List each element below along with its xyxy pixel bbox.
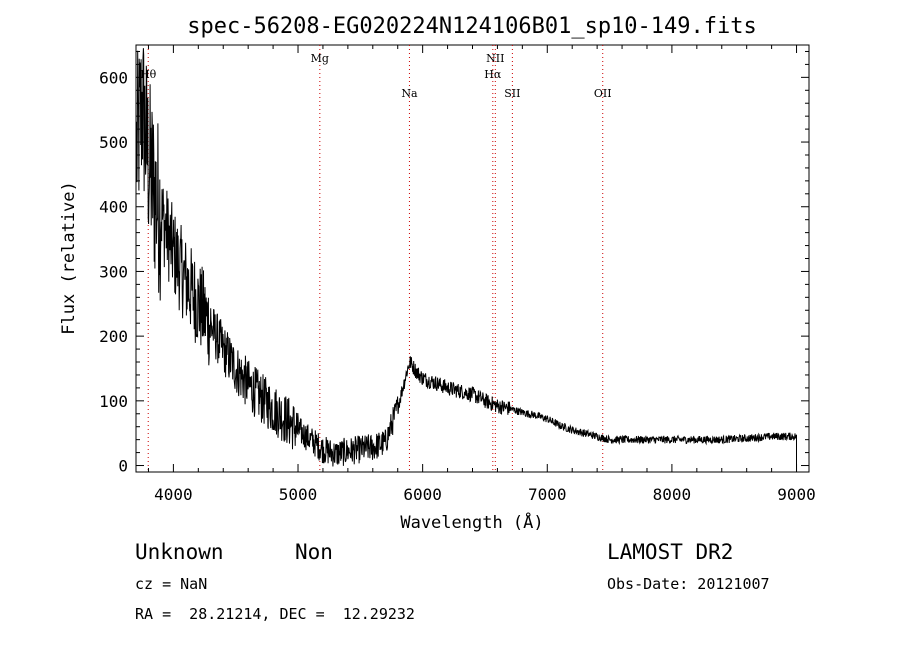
- survey-name: LAMOST DR2: [607, 540, 734, 564]
- redshift-cz: cz = NaN: [135, 575, 208, 593]
- plot-frame: [135, 44, 810, 473]
- y-axis-label: Flux (relative): [59, 181, 79, 335]
- x-tick-label: 6000: [403, 485, 442, 504]
- observation-date: Obs-Date: 20121007: [607, 575, 770, 593]
- chart-title: spec-56208-EG020224N124106B01_sp10-149.f…: [187, 14, 757, 39]
- y-tick-label: 300: [99, 262, 128, 281]
- x-tick-label: 8000: [653, 485, 692, 504]
- line-marker-label: Mg: [311, 52, 329, 65]
- y-tick-label: 200: [99, 327, 128, 346]
- object-subclass: Non: [295, 540, 333, 564]
- x-tick-label: 5000: [279, 485, 318, 504]
- y-tick-label: 500: [99, 133, 128, 152]
- y-tick-label: 0: [118, 457, 128, 476]
- x-axis-label: Wavelength (Å): [400, 511, 543, 533]
- x-tick-label: 4000: [154, 485, 193, 504]
- ra-dec-coordinates: RA = 28.21214, DEC = 12.29232: [135, 605, 415, 623]
- y-tick-label: 400: [99, 198, 128, 217]
- y-tick-label: 100: [99, 392, 128, 411]
- line-marker-label: SII: [504, 87, 520, 100]
- spectrum-line: [136, 48, 797, 471]
- line-marker-label: OII: [594, 87, 612, 100]
- line-marker-label: Hα: [484, 68, 502, 81]
- x-tick-label: 9000: [777, 485, 816, 504]
- line-marker-label: Na: [401, 87, 418, 100]
- axis-ticks: 4000 5000 6000 7000 8000 9000 0 100 200 300 400 500…: [99, 45, 816, 504]
- object-class: Unknown: [135, 540, 224, 564]
- x-tick-label: 7000: [528, 485, 567, 504]
- spectrum-plot: spec-56208-EG020224N124106B01_sp10-149.f…: [59, 14, 816, 533]
- line-marker-label: NII: [486, 52, 504, 65]
- y-tick-label: 600: [99, 68, 128, 87]
